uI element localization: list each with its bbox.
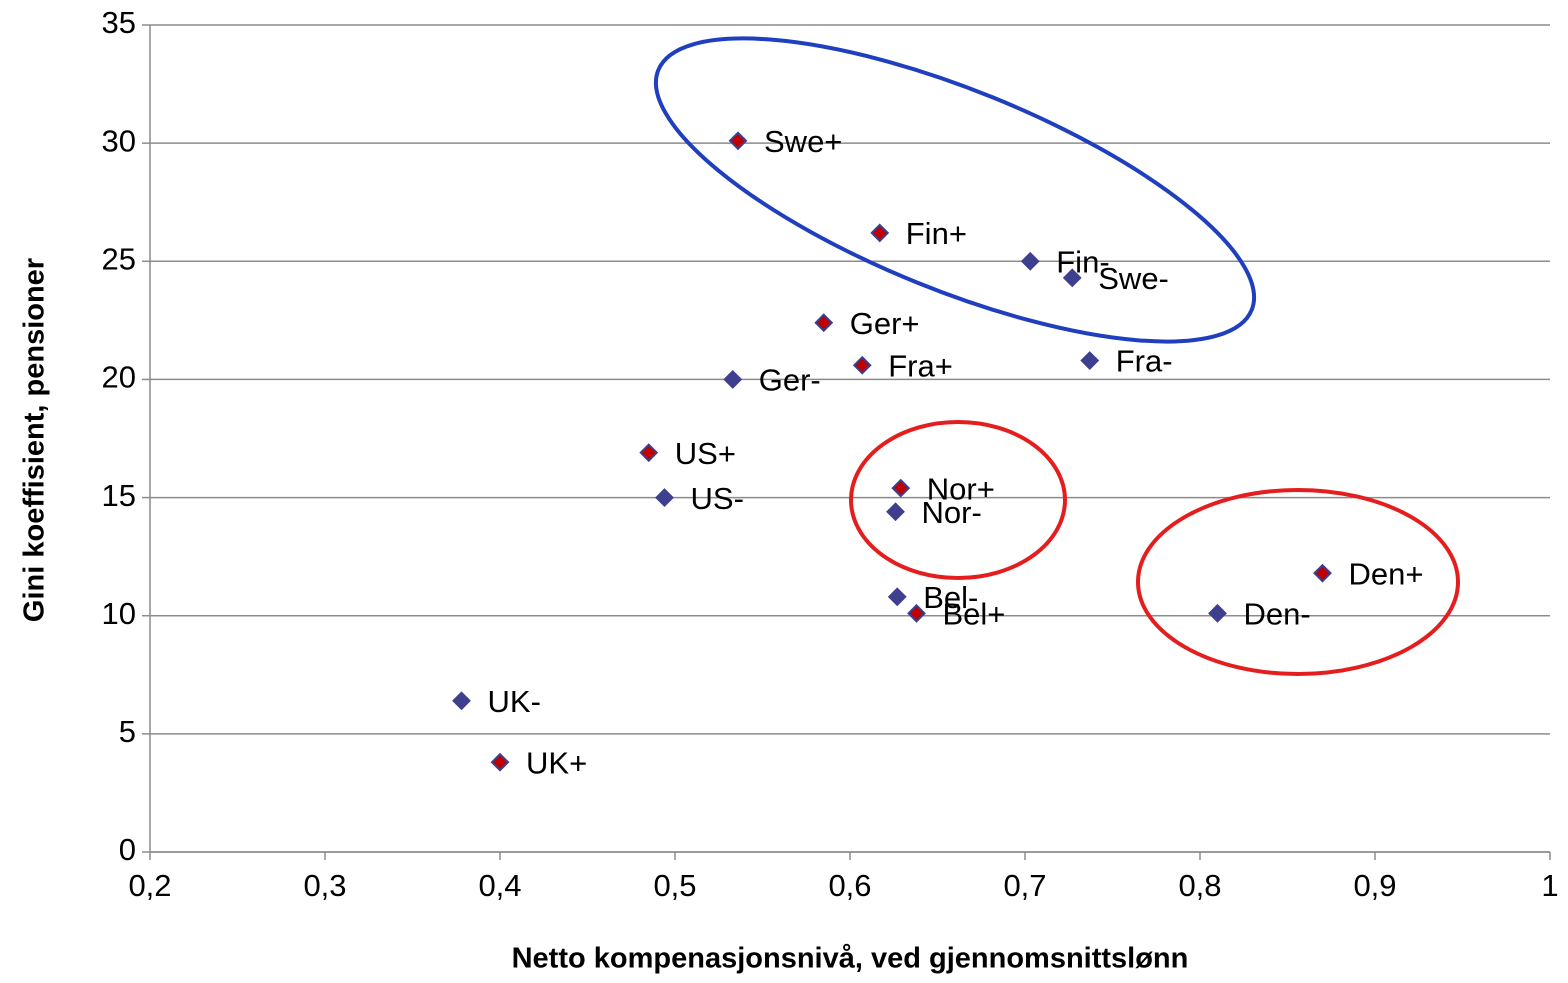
x-tick-label: 0,7: [1003, 868, 1046, 903]
x-tick-label: 0,2: [128, 868, 171, 903]
y-tick-label: 35: [102, 5, 136, 40]
point: [1313, 563, 1332, 583]
point-label: UK+: [526, 745, 587, 780]
highlight-ellipse: [1136, 488, 1460, 676]
point: [655, 488, 674, 507]
point: [870, 223, 890, 243]
point: [723, 370, 743, 389]
x-tick-label: 1: [1541, 868, 1558, 903]
point-label: Bel-: [923, 580, 978, 615]
point-label: Swe-: [1098, 261, 1169, 296]
point-label: Fin+: [906, 216, 967, 251]
y-tick-label: 20: [102, 360, 136, 395]
x-axis-title: Netto kompenasjonsnivå, ved gjennomsnitt…: [512, 943, 1189, 975]
point-label: Fra+: [888, 348, 953, 383]
x-tick-label: 0,4: [478, 868, 521, 903]
highlight-ellipse: [653, 36, 1257, 344]
point-label: UK-: [488, 684, 541, 719]
point: [814, 313, 834, 333]
point-label: Ger-: [759, 363, 821, 398]
point-label: Nor-: [922, 495, 982, 530]
point-label: Swe+: [764, 124, 842, 159]
point: [887, 587, 907, 607]
point-label: Fin-: [1056, 244, 1109, 279]
point: [852, 355, 872, 375]
point-label: US-: [691, 481, 744, 516]
y-axis-title: Gini koeffisient, pensioner: [19, 258, 51, 622]
y-tick-label: 15: [102, 478, 136, 513]
y-tick-label: 25: [102, 241, 136, 276]
x-tick-label: 0,6: [828, 868, 871, 903]
point-label: Ger+: [850, 306, 920, 341]
y-tick-label: 10: [102, 596, 136, 631]
point: [886, 502, 905, 522]
point: [1208, 603, 1227, 623]
point-label: Den+: [1349, 556, 1424, 591]
point-label: Bel+: [943, 597, 1006, 632]
point: [728, 131, 748, 151]
point: [490, 752, 510, 772]
point: [1020, 251, 1040, 271]
point-label: Den-: [1244, 597, 1311, 632]
marks: Swe+ Fin+ Ger+ Fra+ US+ Nor+ Bel+ Den+ UK+ Fin-Sw…: [452, 124, 1424, 780]
y-tick-label: 0: [119, 832, 136, 867]
x-tick-label: 0,9: [1353, 868, 1396, 903]
point: [891, 478, 911, 498]
point: [639, 443, 659, 463]
x-tick-label: 0,5: [653, 868, 696, 903]
y-tick-label: 30: [102, 123, 136, 158]
x-tick-label: 0,3: [303, 868, 346, 903]
point-label: Nor+: [927, 471, 995, 506]
x-tick-label: 0,8: [1178, 868, 1221, 903]
point: [907, 603, 926, 623]
point: [1080, 351, 1100, 370]
point: [1062, 268, 1082, 288]
highlight-ellipse: [849, 420, 1067, 580]
annotations: [653, 36, 1460, 676]
y-tick-label: 5: [119, 714, 136, 749]
point: [452, 691, 471, 711]
point-label: US+: [675, 436, 736, 471]
point-label: Fra-: [1116, 344, 1173, 379]
